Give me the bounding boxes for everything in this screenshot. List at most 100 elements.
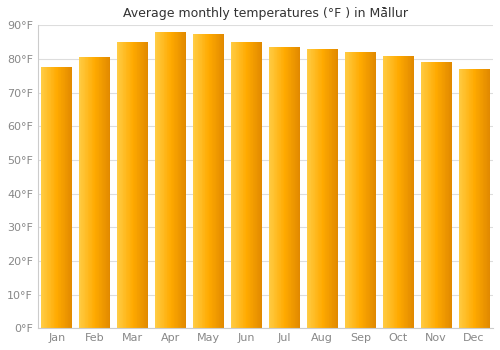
Bar	[242, 42, 244, 328]
Bar	[458, 69, 490, 328]
Bar	[261, 42, 262, 328]
Bar	[472, 69, 474, 328]
Bar	[79, 57, 110, 328]
Bar	[67, 67, 68, 328]
Bar	[395, 56, 396, 328]
Bar	[249, 42, 250, 328]
Bar	[120, 42, 121, 328]
Bar	[424, 62, 426, 328]
Bar	[126, 42, 127, 328]
Bar	[282, 47, 283, 328]
Bar	[385, 56, 386, 328]
Bar	[270, 47, 271, 328]
Bar	[451, 62, 452, 328]
Bar	[134, 42, 135, 328]
Bar	[386, 56, 388, 328]
Bar	[463, 69, 464, 328]
Bar	[139, 42, 140, 328]
Bar	[432, 62, 433, 328]
Bar	[96, 57, 97, 328]
Bar	[68, 67, 69, 328]
Bar	[485, 69, 486, 328]
Bar	[467, 69, 468, 328]
Bar	[213, 34, 214, 328]
Bar	[357, 52, 358, 328]
Bar	[389, 56, 390, 328]
Bar	[276, 47, 278, 328]
Bar	[482, 69, 484, 328]
Bar	[173, 32, 174, 328]
Bar	[41, 67, 42, 328]
Bar	[290, 47, 292, 328]
Bar	[124, 42, 125, 328]
Bar	[299, 47, 300, 328]
Bar	[80, 57, 82, 328]
Bar	[465, 69, 466, 328]
Bar	[278, 47, 279, 328]
Bar	[102, 57, 104, 328]
Bar	[294, 47, 296, 328]
Bar	[163, 32, 164, 328]
Bar	[310, 49, 312, 328]
Bar	[272, 47, 274, 328]
Bar	[313, 49, 314, 328]
Bar	[442, 62, 443, 328]
Bar	[183, 32, 184, 328]
Bar	[100, 57, 101, 328]
Bar	[321, 49, 322, 328]
Bar	[246, 42, 247, 328]
Bar	[317, 49, 318, 328]
Bar	[444, 62, 446, 328]
Bar	[404, 56, 405, 328]
Bar	[374, 52, 375, 328]
Bar	[104, 57, 105, 328]
Bar	[143, 42, 144, 328]
Bar	[489, 69, 490, 328]
Bar	[66, 67, 67, 328]
Bar	[391, 56, 392, 328]
Bar	[146, 42, 148, 328]
Bar	[244, 42, 245, 328]
Bar	[470, 69, 471, 328]
Bar	[105, 57, 106, 328]
Bar	[399, 56, 400, 328]
Bar	[314, 49, 316, 328]
Bar	[400, 56, 402, 328]
Bar	[71, 67, 72, 328]
Bar	[346, 52, 347, 328]
Bar	[216, 34, 217, 328]
Bar	[355, 52, 356, 328]
Bar	[220, 34, 221, 328]
Bar	[212, 34, 213, 328]
Bar	[407, 56, 408, 328]
Bar	[135, 42, 136, 328]
Bar	[350, 52, 351, 328]
Bar	[127, 42, 128, 328]
Bar	[155, 32, 156, 328]
Bar	[334, 49, 335, 328]
Bar	[106, 57, 107, 328]
Bar	[410, 56, 412, 328]
Bar	[360, 52, 361, 328]
Bar	[94, 57, 96, 328]
Bar	[169, 32, 170, 328]
Bar	[460, 69, 461, 328]
Bar	[158, 32, 159, 328]
Bar	[348, 52, 350, 328]
Bar	[462, 69, 463, 328]
Bar	[132, 42, 134, 328]
Bar	[255, 42, 256, 328]
Bar	[324, 49, 326, 328]
Bar	[176, 32, 177, 328]
Bar	[203, 34, 204, 328]
Bar	[488, 69, 489, 328]
Bar	[450, 62, 451, 328]
Bar	[375, 52, 376, 328]
Bar	[409, 56, 410, 328]
Bar	[475, 69, 476, 328]
Bar	[79, 57, 80, 328]
Bar	[307, 49, 308, 328]
Bar	[323, 49, 324, 328]
Bar	[420, 62, 422, 328]
Bar	[308, 49, 309, 328]
